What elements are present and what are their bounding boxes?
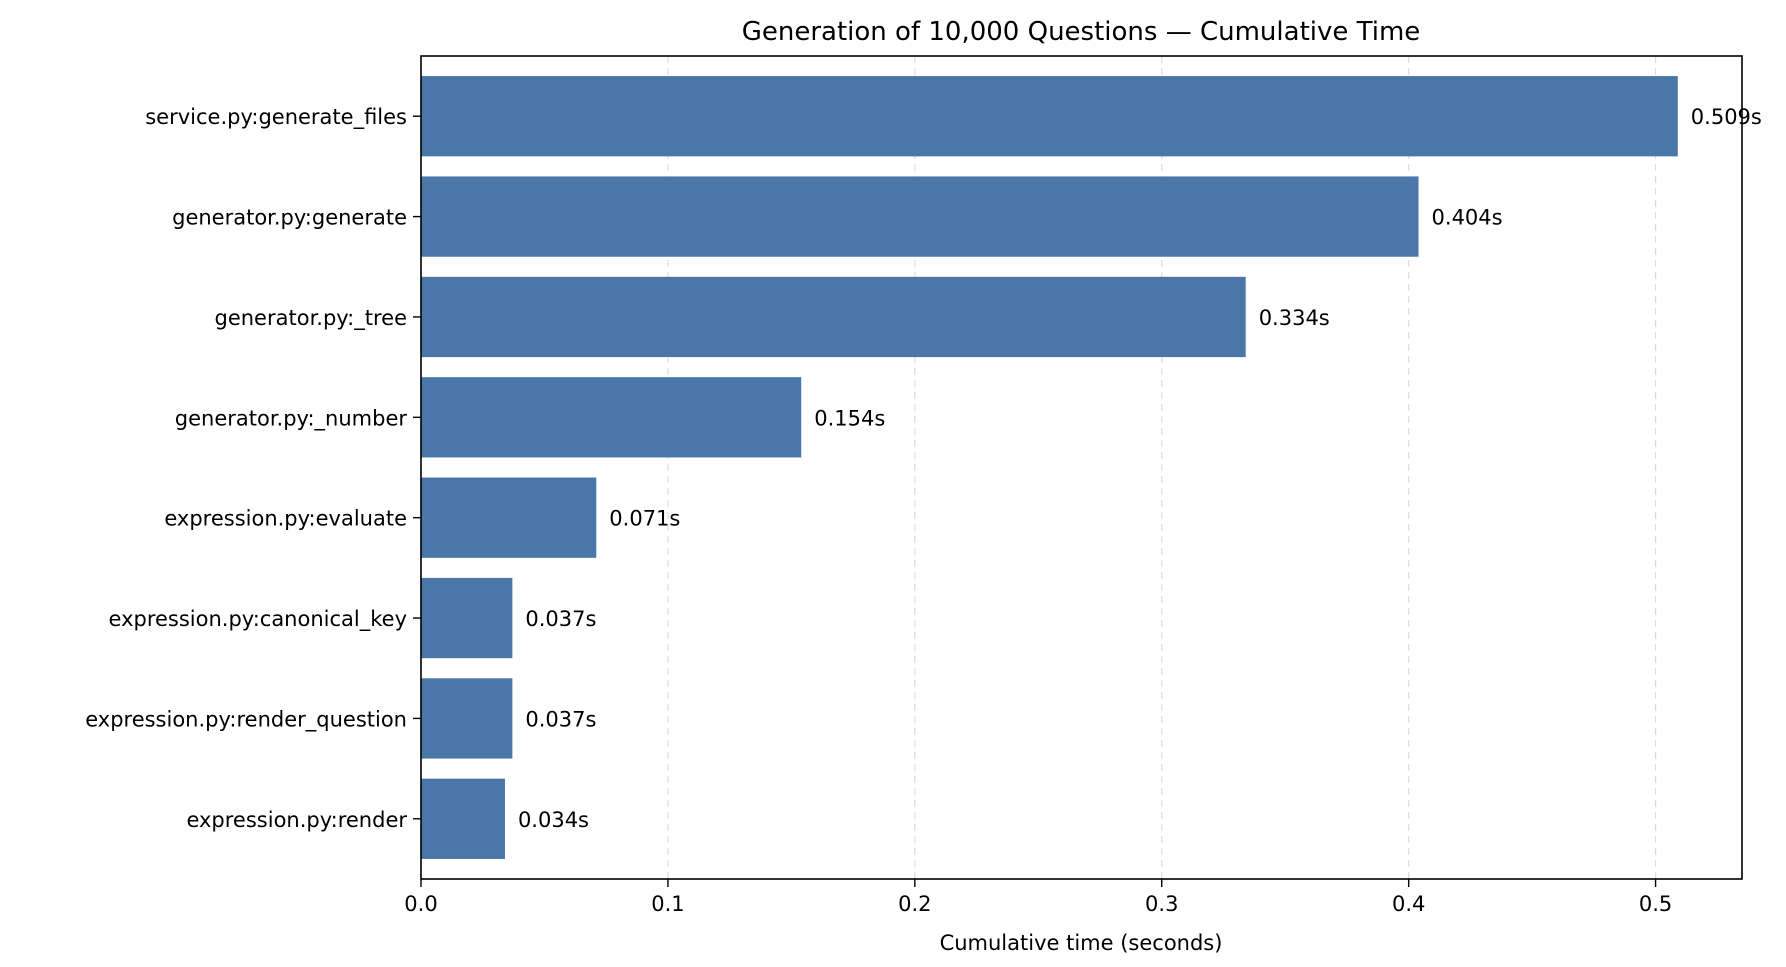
bar xyxy=(421,577,513,659)
bar xyxy=(421,678,513,759)
bar-value-label: 0.509s xyxy=(1691,105,1762,129)
bar-value-label: 0.071s xyxy=(609,507,680,531)
y-tick-label: service.py:generate_files xyxy=(145,105,407,130)
x-tick-label: 0.4 xyxy=(1392,892,1425,916)
x-tick-label: 0.0 xyxy=(404,892,437,916)
bar-value-label: 0.037s xyxy=(525,607,596,631)
x-tick-label: 0.3 xyxy=(1145,892,1178,916)
x-axis-label: Cumulative time (seconds) xyxy=(940,931,1223,955)
x-tick-label: 0.2 xyxy=(898,892,931,916)
bar-value-label: 0.404s xyxy=(1432,206,1503,230)
y-tick-label: expression.py:evaluate xyxy=(164,507,407,531)
y-axis-ticks: service.py:generate_files generator.py:ge… xyxy=(85,105,421,832)
y-tick-label: expression.py:render_question xyxy=(85,707,407,732)
bar xyxy=(421,76,1678,157)
bar xyxy=(421,276,1246,358)
y-tick-label: generator.py:_tree xyxy=(215,306,408,331)
bar-value-label: 0.334s xyxy=(1259,306,1330,330)
x-tick-label: 0.5 xyxy=(1639,892,1672,916)
bar-value-label: 0.154s xyxy=(814,406,885,430)
bar xyxy=(421,377,802,458)
y-tick-label: generator.py:generate xyxy=(172,206,407,230)
chart-title: Generation of 10,000 Questions — Cumulat… xyxy=(742,17,1421,47)
y-tick-label: expression.py:render xyxy=(186,808,407,832)
bars xyxy=(421,76,1678,859)
bar xyxy=(421,477,597,558)
bar xyxy=(421,176,1419,257)
bar-value-label: 0.037s xyxy=(525,707,596,731)
plot-frame xyxy=(420,55,1743,880)
y-tick-label: expression.py:canonical_key xyxy=(109,607,407,632)
bar xyxy=(421,778,505,859)
y-tick-label: generator.py:_number xyxy=(175,406,408,431)
x-tick-label: 0.1 xyxy=(651,892,684,916)
value-labels: 0.509s 0.404s 0.334s 0.154s 0.071s 0.037s 0.03… xyxy=(518,105,1762,832)
x-axis-ticks: 0.0 0.1 0.2 0.3 0.4 0.5 xyxy=(404,879,1672,916)
bar-value-label: 0.034s xyxy=(518,808,589,832)
